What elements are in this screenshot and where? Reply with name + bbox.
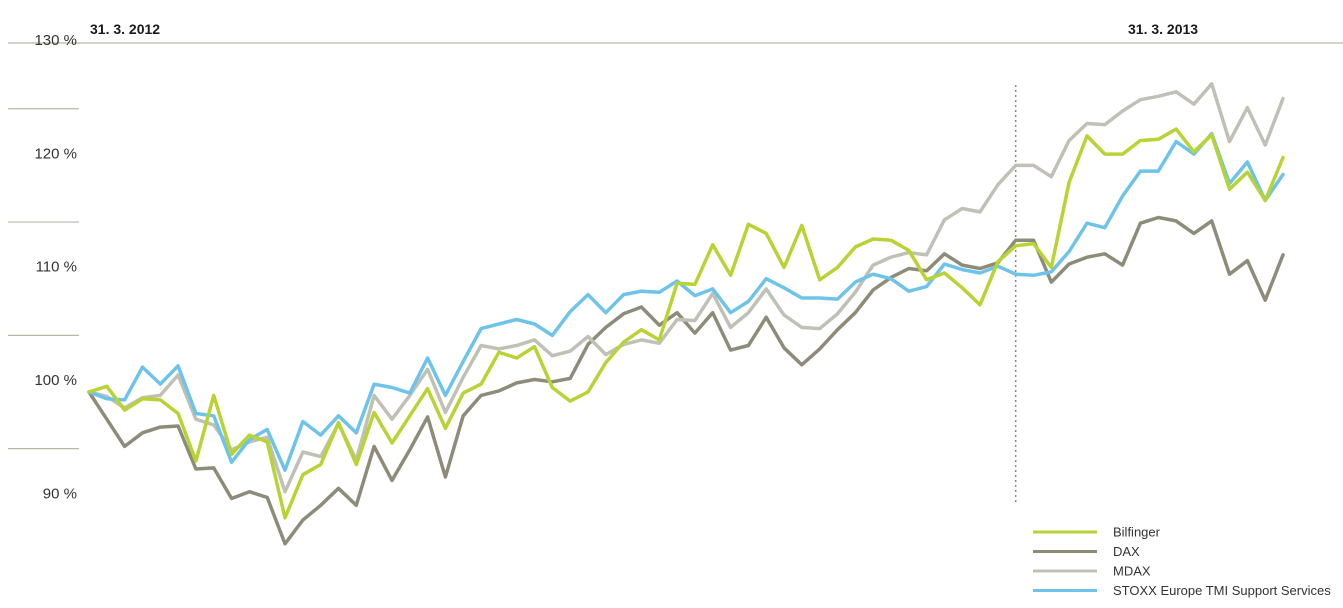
legend: Bilfinger DAX MDAX STOXX Europe TMI Support… — [1033, 525, 1331, 598]
series-line-dax — [87, 215, 1285, 546]
y-tick-label: 120 % — [34, 145, 77, 162]
series-line-bilfinger — [87, 127, 1285, 520]
legend-label: DAX — [1113, 544, 1140, 559]
series-line-stoxx-europe-tmi-support-services — [87, 131, 1285, 472]
y-axis-ticks: 130 % 120 % 110 % 100 % 90 % — [34, 32, 77, 502]
legend-label: STOXX Europe TMI Support Services — [1113, 583, 1331, 598]
legend-label: Bilfinger — [1113, 525, 1161, 540]
legend-label: MDAX — [1113, 564, 1151, 579]
end-date-label: 31. 3. 2013 — [1128, 21, 1198, 37]
series-lines — [87, 82, 1285, 546]
grid-lines — [8, 108, 79, 450]
start-date-label: 31. 3. 2012 — [90, 21, 160, 37]
series-line-mdax — [87, 82, 1285, 494]
y-tick-label: 130 % — [34, 32, 77, 49]
y-tick-label: 90 % — [43, 485, 77, 502]
y-tick-label: 100 % — [34, 372, 77, 389]
y-tick-label: 110 % — [36, 259, 77, 276]
